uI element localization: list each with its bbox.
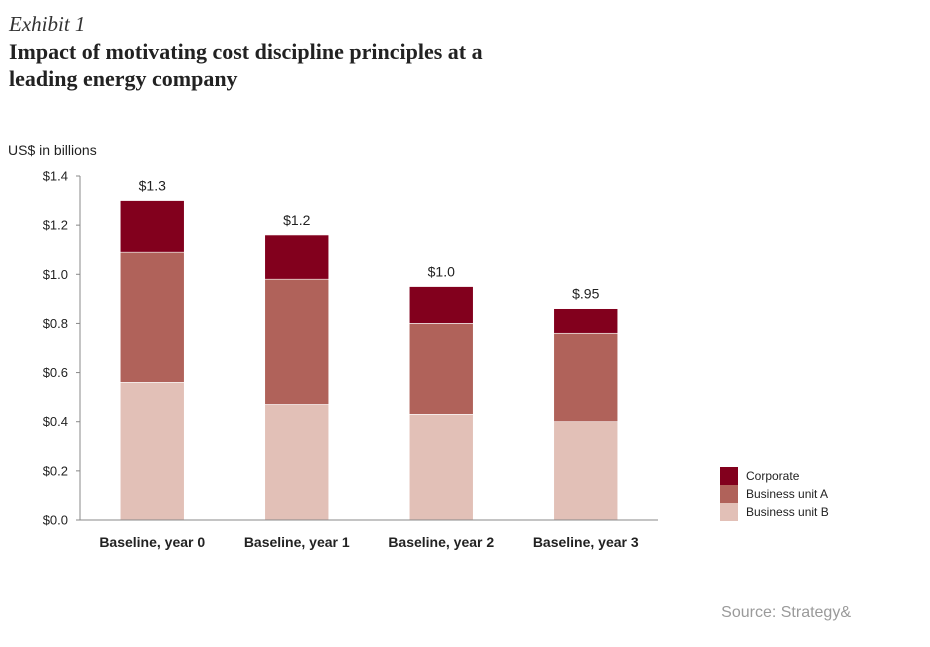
- legend-label: Corporate: [746, 469, 800, 483]
- source-note: Source: Strategy&: [721, 604, 851, 621]
- y-tick-label: $0.2: [43, 463, 68, 478]
- bar-segment: [553, 332, 619, 423]
- y-axis-unit-label: US$ in billions: [8, 142, 97, 158]
- x-axis: Baseline, year 0 Baseline, year 1 Baseline…: [80, 519, 658, 550]
- bar-total-label: $1.0: [428, 264, 455, 280]
- legend-label: Business unit A: [746, 487, 828, 501]
- bar-total-label: $1.2: [283, 212, 310, 228]
- bar-segment: [264, 234, 330, 280]
- bars: $1.3 $1.2 $1.0 $.95: [119, 178, 619, 521]
- x-category-label: Baseline, year 0: [99, 534, 205, 550]
- x-category-label: Baseline, year 3: [533, 534, 639, 550]
- bar-segment: [408, 286, 474, 324]
- y-tick-label: $1.0: [43, 267, 68, 282]
- y-tick-label: $0.4: [43, 414, 68, 429]
- bar-segment: [553, 308, 619, 334]
- stacked-bar-chart: $0.0$0.2$0.4$0.6$0.8$1.0$1.2$1.4 $1.3$1.…: [43, 169, 829, 551]
- x-category-label: Baseline, year 2: [388, 534, 494, 550]
- bar-segment: [408, 323, 474, 415]
- y-tick-label: $1.4: [43, 169, 68, 184]
- y-tick-label: $0.0: [43, 513, 68, 528]
- bar-total-label: $.95: [572, 286, 599, 302]
- y-tick-label: $0.6: [43, 365, 68, 380]
- bar-segment: [553, 421, 619, 521]
- legend-label: Business unit B: [746, 505, 829, 519]
- y-tick-label: $1.2: [43, 218, 68, 233]
- legend-swatch: [720, 467, 738, 485]
- bar-segment: [264, 404, 330, 521]
- bar-segment: [264, 278, 330, 405]
- exhibit-label: Exhibit 1: [9, 12, 86, 36]
- bar-segment: [408, 414, 474, 521]
- legend-swatch: [720, 485, 738, 503]
- x-category-label: Baseline, year 1: [244, 534, 350, 550]
- y-axis: $0.0 $0.2 $0.4 $0.6 $0.8 $1.0 $1.2 $1.4: [43, 169, 81, 528]
- bar-total-label: $1.3: [139, 178, 166, 194]
- bar-segment: [119, 200, 185, 253]
- chart-title: Impact of motivating cost discipline pri…: [9, 39, 483, 91]
- bar-segment: [119, 382, 185, 521]
- bar-segment: [119, 251, 185, 383]
- y-tick-label: $0.8: [43, 316, 68, 331]
- legend: Corporate Business unit A Business unit B: [720, 467, 829, 521]
- legend-swatch: [720, 503, 738, 521]
